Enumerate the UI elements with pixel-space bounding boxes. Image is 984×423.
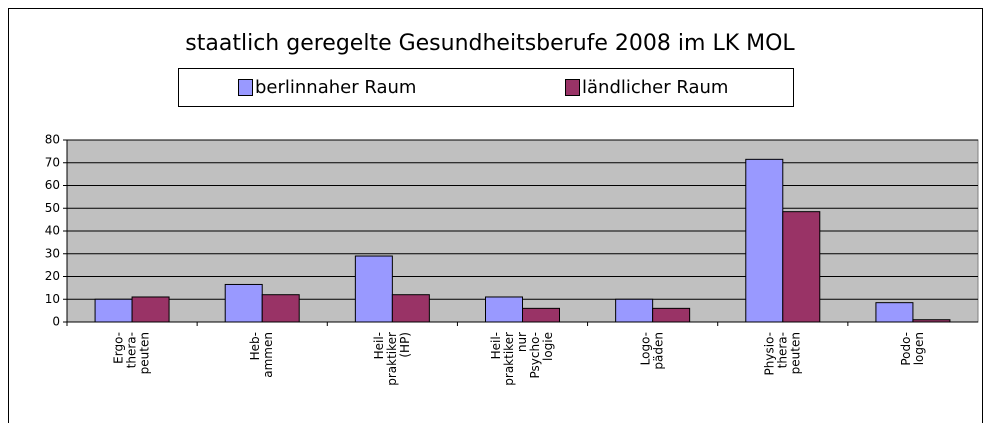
bar: [131, 296, 170, 323]
y-tick-label: 40: [45, 224, 60, 238]
x-tick-label: Physio-: [762, 332, 776, 375]
x-tick-label: Heb-: [248, 332, 262, 360]
x-tick-label: logie: [541, 332, 555, 361]
x-tick-label: thera-: [125, 332, 139, 368]
x-tick-label: Podo-: [899, 332, 913, 366]
y-tick-label: 0: [52, 315, 60, 329]
x-tick-label: peuten: [788, 332, 802, 374]
x-tick-label: praktiker: [385, 332, 399, 386]
x-tick-label: Heil-: [489, 332, 503, 359]
legend-label: berlinnaher Raum: [255, 77, 416, 98]
bar: [261, 294, 300, 323]
bar: [875, 302, 914, 323]
y-tick-label: 20: [45, 269, 60, 283]
chart-title: staatlich geregelte Gesundheitsberufe 20…: [185, 31, 795, 56]
legend-box: [178, 68, 794, 107]
x-tick-label: logen: [912, 332, 926, 365]
x-tick-label: Heil-: [372, 332, 386, 359]
bar: [652, 307, 691, 323]
legend-swatch: [565, 79, 580, 96]
bar: [485, 296, 523, 323]
bar: [391, 294, 430, 323]
bar: [912, 319, 951, 323]
x-tick-label: peuten: [138, 332, 152, 374]
x-tick-label: (HP): [398, 332, 412, 358]
x-tick-label: päden: [652, 332, 666, 370]
bar: [522, 307, 560, 323]
y-tick-label: 80: [45, 133, 60, 147]
bar: [94, 298, 133, 323]
y-tick-label: 60: [45, 178, 60, 192]
x-tick-label: Psycho-: [528, 332, 542, 378]
x-tick-label: Logo-: [639, 332, 653, 365]
legend-swatch: [238, 79, 253, 96]
legend-label: ländlicher Raum: [582, 77, 728, 98]
x-tick-label: ammen: [261, 332, 275, 378]
bar: [745, 158, 784, 323]
x-tick-label: praktiker: [502, 332, 516, 386]
bar: [224, 283, 263, 323]
y-tick-label: 70: [45, 155, 60, 169]
y-tick-label: 30: [45, 246, 60, 260]
bar: [615, 298, 654, 323]
x-tick-label: Ergo-: [112, 332, 126, 364]
x-tick-label: nur: [515, 332, 529, 352]
bar: [354, 255, 393, 323]
y-tick-label: 10: [45, 292, 60, 306]
x-tick-label: thera-: [775, 332, 789, 368]
y-tick-label: 50: [45, 201, 60, 215]
bar: [782, 211, 821, 323]
